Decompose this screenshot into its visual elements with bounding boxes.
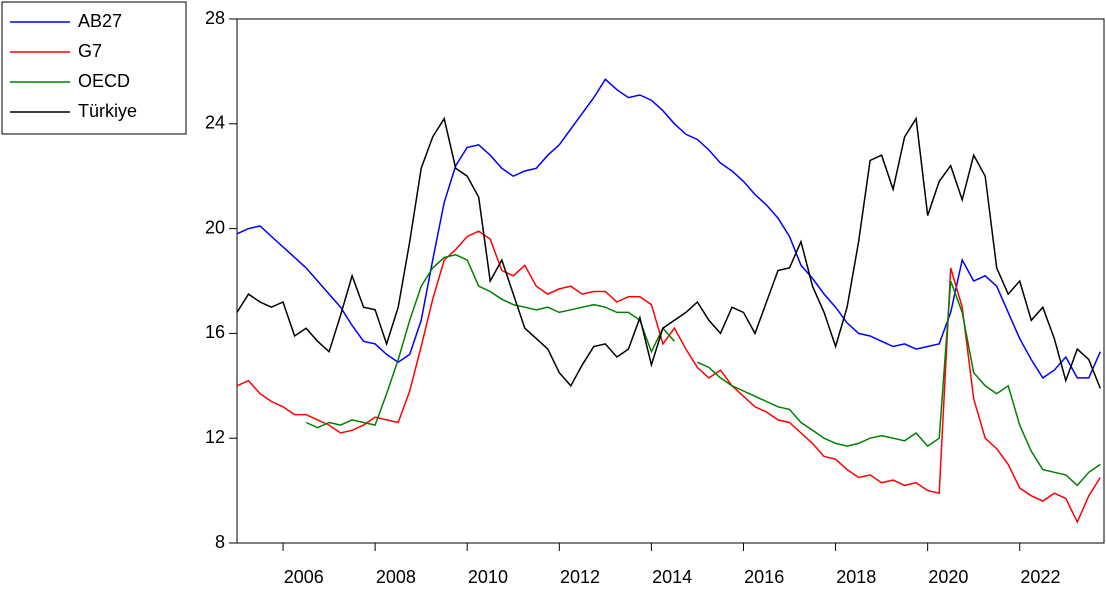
x-tick-label: 2020 <box>928 567 968 586</box>
x-tick-label: 2016 <box>744 567 784 586</box>
series-line <box>236 78 1101 379</box>
x-tick-label: 2008 <box>376 567 416 586</box>
series-line <box>305 254 1101 487</box>
x-tick-label: 2022 <box>1020 567 1060 586</box>
x-tick-label: 2014 <box>652 567 692 586</box>
y-tick-label: 20 <box>205 217 225 237</box>
y-tick-label: 12 <box>205 427 225 447</box>
y-tick-label: 24 <box>205 113 225 133</box>
x-tick-label: 2010 <box>468 567 508 586</box>
legend-label: Türkiye <box>78 101 137 121</box>
x-tick-label: 2018 <box>836 567 876 586</box>
series-line <box>236 230 1101 524</box>
legend-label: G7 <box>78 41 102 61</box>
x-tick-label: 2006 <box>284 567 324 586</box>
legend-label: AB27 <box>78 11 122 31</box>
legend-label: OECD <box>78 71 130 91</box>
x-tick-label: 2012 <box>560 567 600 586</box>
y-tick-label: 16 <box>205 322 225 342</box>
y-tick-label: 28 <box>205 8 225 28</box>
plot-frame <box>236 18 1105 544</box>
y-tick-label: 8 <box>215 532 225 552</box>
series-line <box>236 116 1101 389</box>
